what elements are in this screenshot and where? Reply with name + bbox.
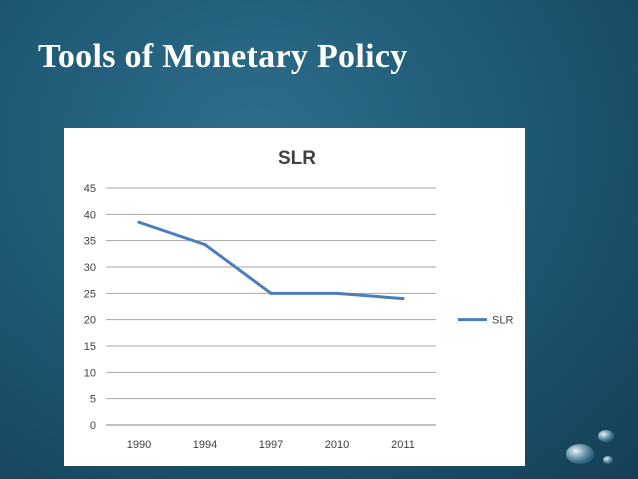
y-tick-label: 45 — [84, 183, 96, 195]
data-point — [137, 220, 141, 224]
data-point — [335, 291, 339, 295]
legend-label: SLR — [492, 315, 513, 327]
x-tick-label: 1994 — [193, 439, 217, 451]
x-tick-label: 1997 — [259, 439, 283, 451]
x-tick-label: 2010 — [325, 439, 349, 451]
line-chart: SLR 0 5 10 15 20 25 30 35 40 45 1990 1994 1997 2010 201… — [84, 148, 514, 451]
small-drop — [603, 456, 613, 464]
x-tick-label: 1990 — [127, 439, 151, 451]
y-tick-label: 15 — [84, 341, 96, 353]
data-point — [269, 291, 273, 295]
y-tick-label: 0 — [90, 420, 96, 432]
large-drop — [566, 444, 594, 464]
slide-title: Tools of Monetary Policy — [38, 38, 408, 75]
y-tick-label: 20 — [84, 315, 96, 327]
y-tick-label: 10 — [84, 367, 96, 379]
chart-container: SLR 0 5 10 15 20 25 30 35 40 45 1990 1994 1997 2010 201… — [64, 128, 525, 466]
y-tick-label: 25 — [84, 288, 96, 300]
y-tick-label: 30 — [84, 262, 96, 274]
y-tick-label: 5 — [90, 394, 96, 406]
water-drops-decoration — [566, 430, 614, 464]
y-tick-label: 35 — [84, 236, 96, 248]
y-tick-label: 40 — [84, 209, 96, 221]
series-line-slr — [137, 220, 405, 301]
x-tick-label: 2011 — [391, 439, 415, 451]
data-point — [203, 243, 207, 247]
chart-title: SLR — [278, 148, 316, 169]
medium-drop — [598, 430, 614, 442]
data-point — [401, 297, 405, 301]
